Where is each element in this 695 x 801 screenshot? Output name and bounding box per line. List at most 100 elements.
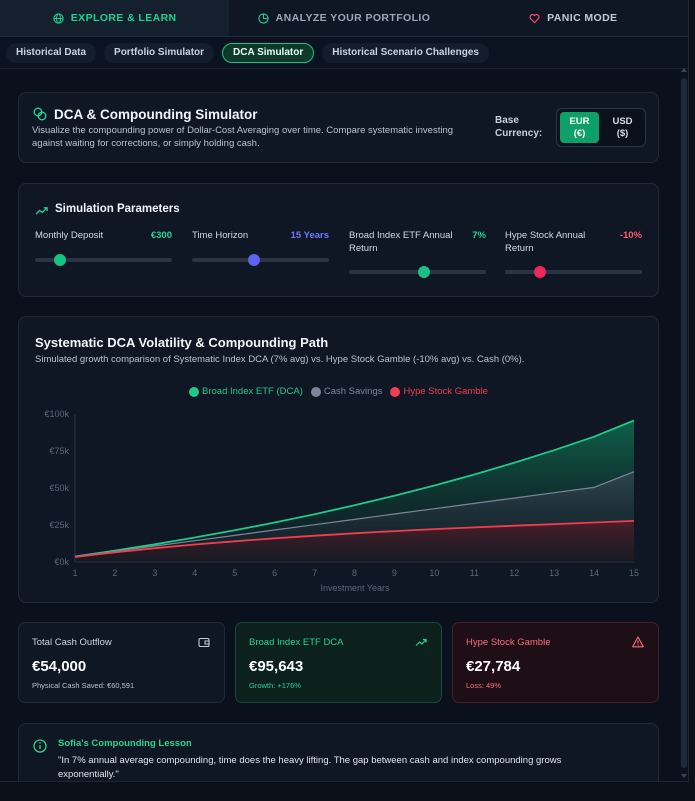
- app-window: EXPLORE & LEARN ANALYZE YOUR PORTFOLIO P…: [0, 0, 689, 782]
- tab-panic-mode[interactable]: PANIC MODE: [459, 0, 688, 36]
- stat-label: Broad Index ETF DCA: [249, 637, 344, 648]
- sub-navigation: Historical Data Portfolio Simulator DCA …: [0, 37, 688, 69]
- legend-label: Broad Index ETF (DCA): [202, 386, 303, 397]
- scrollbar[interactable]: [681, 68, 687, 778]
- x-tick-label: 11: [470, 568, 479, 578]
- stat-note: Growth: +176%: [249, 681, 301, 690]
- page-title: DCA & Compounding Simulator: [54, 107, 258, 122]
- x-tick-label: 1: [72, 568, 77, 578]
- x-axis-label: Investment Years: [320, 583, 390, 593]
- currency-label: Base Currency:: [495, 115, 543, 139]
- stat-card-hype-stock: Hype Stock Gamble €27,784 Loss: 49%: [452, 622, 659, 703]
- param-monthly-deposit: Monthly Deposit €300: [35, 230, 172, 266]
- legend-swatch: [189, 386, 200, 397]
- currency-eur-button[interactable]: EUR (€): [560, 112, 599, 143]
- pie-chart-icon: [258, 12, 269, 24]
- stat-label: Total Cash Outflow: [32, 637, 112, 648]
- y-tick-label: €25k: [49, 520, 69, 530]
- stat-value: €95,643: [249, 658, 304, 675]
- param-hype-return: Hype Stock Annual Return -10%: [505, 230, 642, 278]
- info-icon: [33, 739, 47, 753]
- x-tick-label: 2: [112, 568, 117, 578]
- y-tick-label: €0k: [54, 557, 69, 567]
- currency-usd-button[interactable]: USD ($): [603, 112, 642, 143]
- y-tick-label: €100k: [44, 409, 69, 419]
- param-value: 7%: [472, 230, 486, 241]
- param-label: Broad Index ETF Annual Return: [349, 230, 453, 254]
- subtab-dca-simulator[interactable]: DCA Simulator: [222, 43, 315, 63]
- trending-up-icon: [415, 638, 427, 646]
- chart-title: Systematic DCA Volatility & Compounding …: [35, 335, 329, 350]
- param-label: Time Horizon: [192, 230, 249, 241]
- heart-icon: [529, 13, 540, 23]
- stat-note: Loss: 49%: [466, 681, 502, 690]
- param-label: Hype Stock Annual Return: [505, 230, 586, 254]
- hype-return-slider[interactable]: [505, 266, 642, 278]
- scrollbar-thumb[interactable]: [681, 78, 687, 768]
- slider-knob[interactable]: [53, 254, 66, 266]
- param-value: -10%: [619, 230, 642, 241]
- x-tick-label: 15: [629, 568, 639, 578]
- legend-label: Cash Savings: [323, 386, 383, 397]
- subtab-historical-data[interactable]: Historical Data: [6, 43, 97, 63]
- warning-icon: [632, 636, 644, 648]
- param-label: Monthly Deposit: [35, 230, 104, 241]
- legend-swatch: [390, 386, 401, 397]
- stat-note: Physical Cash Saved: €60,591: [32, 681, 135, 690]
- slider-knob[interactable]: [417, 266, 430, 278]
- param-value: €300: [150, 230, 172, 241]
- chart-card: Systematic DCA Volatility & Compounding …: [18, 316, 659, 603]
- chart-legend: Broad Index ETF (DCA) Cash Savings Hype …: [19, 386, 658, 397]
- currency-eur-code: EUR: [569, 115, 590, 127]
- simulator-header-card: DCA & Compounding Simulator Visualize th…: [18, 92, 659, 163]
- globe-icon: [53, 12, 64, 24]
- currency-usd-code: USD: [612, 115, 633, 127]
- x-tick-label: 8: [352, 568, 357, 578]
- stat-value: €27,784: [466, 658, 521, 675]
- legend-label: Hype Stock Gamble: [403, 386, 488, 397]
- currency-toggle: EUR (€) USD ($): [556, 108, 646, 147]
- stat-card-etf-dca: Broad Index ETF DCA €95,643 Growth: +176…: [235, 622, 442, 703]
- tab-explore-learn[interactable]: EXPLORE & LEARN: [0, 0, 230, 36]
- time-horizon-slider[interactable]: [192, 254, 329, 266]
- legend-item-etf[interactable]: Broad Index ETF (DCA): [189, 386, 303, 397]
- legend-item-cash[interactable]: Cash Savings: [310, 386, 383, 397]
- etf-return-slider[interactable]: [349, 266, 486, 278]
- currency-usd-symbol: ($): [616, 127, 629, 139]
- y-tick-label: €75k: [49, 446, 69, 456]
- lesson-title: Sofia's Compounding Lesson: [58, 738, 192, 749]
- monthly-deposit-slider[interactable]: [35, 254, 172, 266]
- stat-label: Hype Stock Gamble: [466, 637, 551, 648]
- top-navigation: EXPLORE & LEARN ANALYZE YOUR PORTFOLIO P…: [0, 0, 688, 37]
- scroll-down-icon[interactable]: [681, 774, 687, 778]
- stat-value: €54,000: [32, 658, 87, 675]
- x-tick-label: 7: [312, 568, 317, 578]
- parameters-title: Simulation Parameters: [55, 203, 180, 215]
- x-tick-label: 14: [589, 568, 599, 578]
- subtab-portfolio-simulator[interactable]: Portfolio Simulator: [104, 43, 215, 63]
- slider-knob[interactable]: [533, 266, 546, 278]
- series-line-etf: [74, 419, 635, 558]
- x-tick-label: 6: [272, 568, 277, 578]
- trending-up-icon: [35, 207, 48, 215]
- slider-knob[interactable]: [248, 254, 261, 266]
- series-area-hype: [75, 520, 634, 562]
- wallet-icon: [198, 637, 210, 648]
- lesson-quote: "In 7% annual average compounding, time …: [58, 755, 562, 780]
- legend-item-hype[interactable]: Hype Stock Gamble: [390, 386, 488, 397]
- x-tick-label: 13: [549, 568, 559, 578]
- param-time-horizon: Time Horizon 15 Years: [192, 230, 329, 266]
- x-tick-label: 12: [509, 568, 519, 578]
- tab-analyze-portfolio[interactable]: ANALYZE YOUR PORTFOLIO: [229, 0, 458, 36]
- x-tick-label: 9: [392, 568, 397, 578]
- legend-swatch: [310, 386, 321, 397]
- scroll-up-icon[interactable]: [681, 68, 687, 72]
- compounding-lesson-card: Sofia's Compounding Lesson "In 7% annual…: [18, 723, 659, 781]
- simulation-parameters-card: Simulation Parameters Monthly Deposit €3…: [18, 183, 659, 297]
- x-tick-label: 3: [152, 568, 157, 578]
- coins-icon: [33, 107, 47, 121]
- page-description: Visualize the compounding power of Dolla…: [32, 125, 454, 149]
- subtab-historical-scenario-challenges[interactable]: Historical Scenario Challenges: [322, 43, 489, 63]
- x-tick-label: 10: [429, 568, 439, 578]
- series-line-cash: [74, 471, 635, 558]
